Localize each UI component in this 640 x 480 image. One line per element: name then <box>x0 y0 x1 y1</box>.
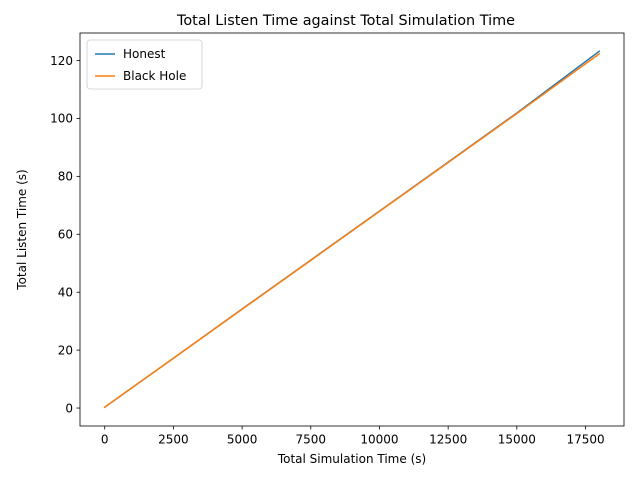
series-layer <box>103 50 601 409</box>
x-tick-label: 10000 <box>360 433 398 447</box>
y-tick-label: 120 <box>50 54 73 68</box>
y-tick-label: 0 <box>65 401 73 415</box>
x-tick-label: 5000 <box>227 433 258 447</box>
y-axis-title: Total Listen Time (s) <box>15 169 29 290</box>
legend-label-honest: Honest <box>123 47 166 61</box>
x-tick-label: 7500 <box>296 433 327 447</box>
y-tick-label: 40 <box>58 286 73 300</box>
legend-box <box>86 39 203 90</box>
legend: Honest Black Hole <box>86 39 203 90</box>
x-tick-label: 2500 <box>158 433 189 447</box>
legend-label-black-hole: Black Hole <box>123 69 186 83</box>
x-tick-label: 15000 <box>498 433 536 447</box>
plot-frame <box>79 32 625 427</box>
y-axis: 0 20 40 60 80 100 120 <box>50 54 80 415</box>
y-tick-label: 20 <box>58 343 73 357</box>
x-tick-label: 0 <box>101 433 109 447</box>
y-tick-label: 100 <box>50 112 73 126</box>
x-axis-title: Total Simulation Time (s) <box>277 452 426 466</box>
x-tick-label: 12500 <box>429 433 467 447</box>
x-axis: 0 2500 5000 7500 10000 12500 15000 17500 <box>101 426 605 447</box>
chart-title: Total Listen Time against Total Simulati… <box>176 13 515 29</box>
series-line-black-hole <box>103 52 601 409</box>
y-tick-label: 60 <box>58 228 73 242</box>
y-tick-label: 80 <box>58 170 73 184</box>
x-tick-label: 17500 <box>566 433 604 447</box>
